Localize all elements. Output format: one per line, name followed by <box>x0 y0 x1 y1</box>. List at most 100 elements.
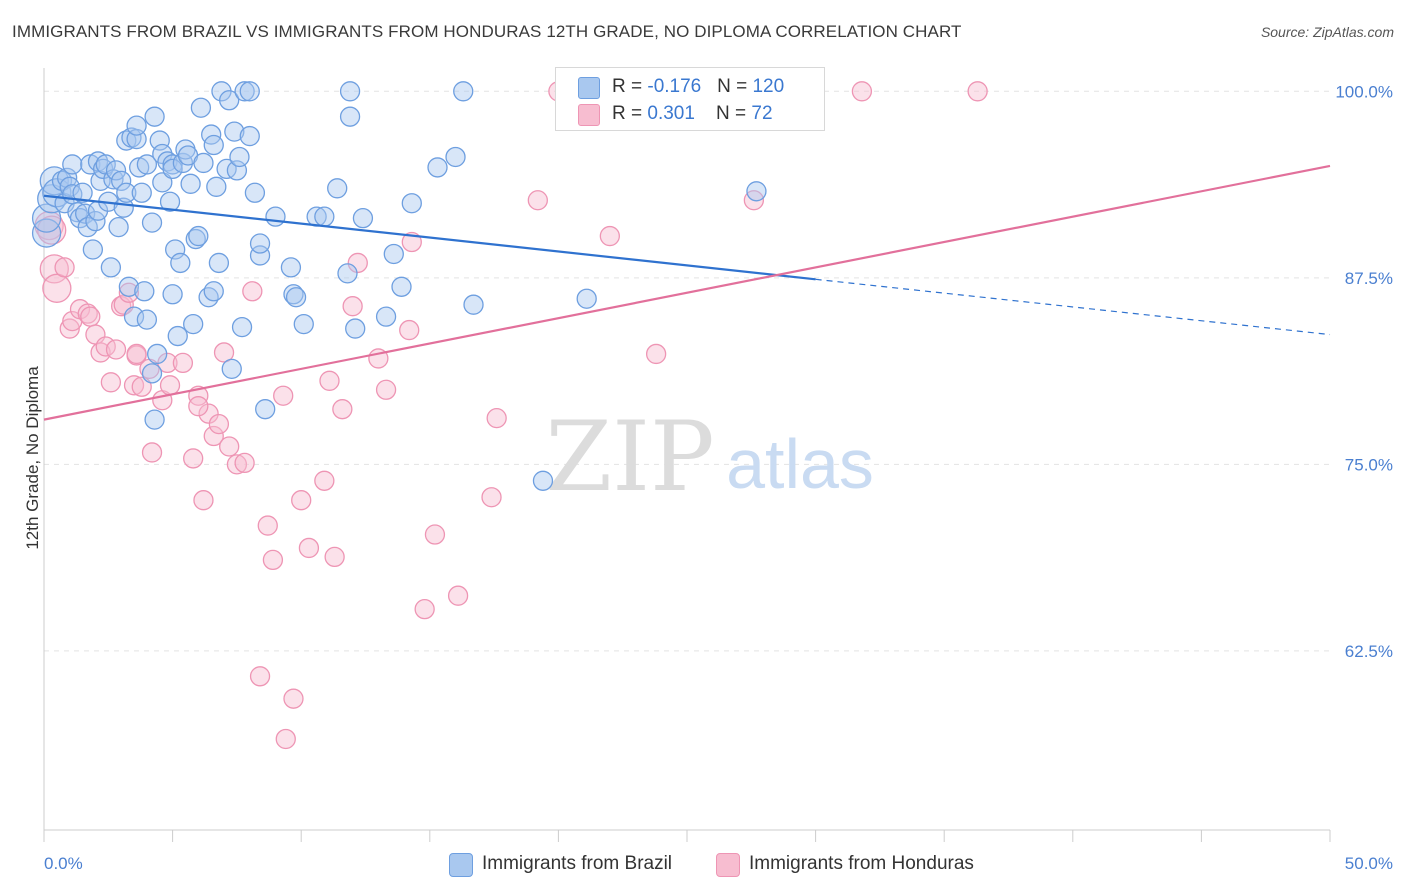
point-brazil <box>239 81 260 102</box>
y-tick-label: 75.0% <box>1345 455 1393 474</box>
point-honduras <box>319 370 340 391</box>
point-honduras <box>80 306 101 327</box>
point-honduras <box>100 372 122 393</box>
point-honduras <box>242 281 263 302</box>
point-honduras <box>226 454 248 475</box>
point-brazil <box>401 193 422 214</box>
bottom-legend-honduras: Immigrants from Honduras <box>716 852 1006 878</box>
point-brazil <box>190 97 212 118</box>
point-brazil <box>293 313 314 335</box>
legend-row-brazil: R = -0.176 N = 120 <box>578 74 784 100</box>
point-brazil <box>188 225 209 247</box>
point-honduras <box>213 342 235 363</box>
point-honduras <box>275 728 296 750</box>
point-honduras <box>273 385 294 406</box>
point-brazil <box>339 106 361 127</box>
point-brazil <box>82 239 104 260</box>
point-honduras <box>141 442 163 463</box>
watermark-zip: ZIP <box>545 401 714 513</box>
point-brazil <box>62 154 83 175</box>
point-brazil <box>126 115 147 136</box>
point-honduras <box>399 319 420 341</box>
point-honduras <box>283 688 304 709</box>
point-brazil <box>116 182 137 203</box>
point-brazil <box>445 146 466 168</box>
point-honduras <box>234 452 255 474</box>
point-brazil <box>746 181 767 202</box>
y-tick-labels: 62.5% 75.0% 87.5% 100.0% <box>1335 82 1393 661</box>
point-brazil <box>239 125 260 147</box>
point-brazil <box>31 218 62 248</box>
point-brazil <box>229 146 250 168</box>
y-tick-label: 62.5% <box>1345 642 1393 661</box>
point-brazil <box>111 170 132 191</box>
point-brazil <box>221 358 242 380</box>
point-brazil <box>255 399 276 420</box>
point-brazil <box>285 287 307 308</box>
point-brazil <box>265 206 286 227</box>
point-brazil <box>165 239 186 260</box>
point-brazil <box>208 252 230 274</box>
point-honduras <box>54 257 75 278</box>
point-brazil <box>375 306 397 327</box>
y-tick-label: 87.5% <box>1345 269 1393 288</box>
point-honduras <box>198 403 219 424</box>
point-brazil <box>283 284 304 305</box>
point-brazil <box>123 306 145 327</box>
correlation-legend: R = -0.176 N = 120 R = 0.301 N = 72 <box>555 67 825 131</box>
point-honduras <box>105 339 127 360</box>
point-brazil <box>193 152 214 174</box>
point-honduras <box>291 490 312 511</box>
point-brazil <box>39 166 69 196</box>
point-honduras <box>203 425 224 447</box>
point-brazil <box>244 182 266 203</box>
watermark: ZIP atlas <box>545 401 874 513</box>
point-honduras <box>481 487 502 508</box>
point-brazil <box>141 363 163 384</box>
y-tick-label: 100.0% <box>1335 82 1393 101</box>
point-honduras <box>527 190 548 211</box>
point-brazil <box>352 208 374 229</box>
point-honduras <box>851 81 873 102</box>
point-brazil <box>90 170 111 191</box>
point-honduras <box>332 399 353 420</box>
axes <box>43 68 1331 842</box>
point-brazil <box>105 160 127 181</box>
point-honduras <box>77 303 98 324</box>
bottom-legend-label-honduras: Immigrants from Honduras <box>749 853 974 874</box>
legend-r-value-brazil: -0.176 <box>647 76 702 97</box>
point-brazil <box>453 81 474 102</box>
point-brazil <box>118 276 140 297</box>
point-brazil <box>339 81 361 102</box>
point-honduras <box>37 215 67 245</box>
point-brazil <box>152 172 173 193</box>
bottom-legend-brazil: Immigrants from Brazil <box>449 852 699 878</box>
point-brazil <box>337 263 358 284</box>
point-brazil <box>249 233 271 254</box>
chart-title: IMMIGRANTS FROM BRAZIL VS IMMIGRANTS FRO… <box>12 22 962 41</box>
point-honduras <box>375 379 397 400</box>
point-brazil <box>383 243 404 265</box>
point-brazil <box>427 157 448 178</box>
trend-line-brazil <box>43 194 816 281</box>
point-honduras <box>447 585 469 606</box>
point-brazil <box>280 257 302 278</box>
point-brazil <box>391 276 412 297</box>
point-honduras <box>118 282 140 303</box>
point-brazil <box>136 154 158 175</box>
point-honduras <box>183 448 204 469</box>
grid-lines <box>44 90 1330 652</box>
point-brazil <box>206 176 227 197</box>
legend-n-value-brazil: 120 <box>752 76 785 97</box>
point-brazil <box>231 316 253 338</box>
legend-n-label: N = <box>717 76 753 97</box>
point-honduras <box>414 598 435 620</box>
point-honduras <box>967 81 988 102</box>
point-honduras <box>126 343 147 365</box>
point-brazil <box>147 343 168 365</box>
x-tick-label-min: 0.0% <box>44 854 83 873</box>
series-honduras-points <box>34 81 988 750</box>
point-brazil <box>72 182 93 203</box>
bottom-legend-swatch-brazil <box>449 853 473 877</box>
point-honduras <box>172 352 194 374</box>
